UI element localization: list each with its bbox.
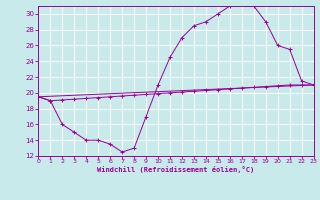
X-axis label: Windchill (Refroidissement éolien,°C): Windchill (Refroidissement éolien,°C) xyxy=(97,166,255,173)
